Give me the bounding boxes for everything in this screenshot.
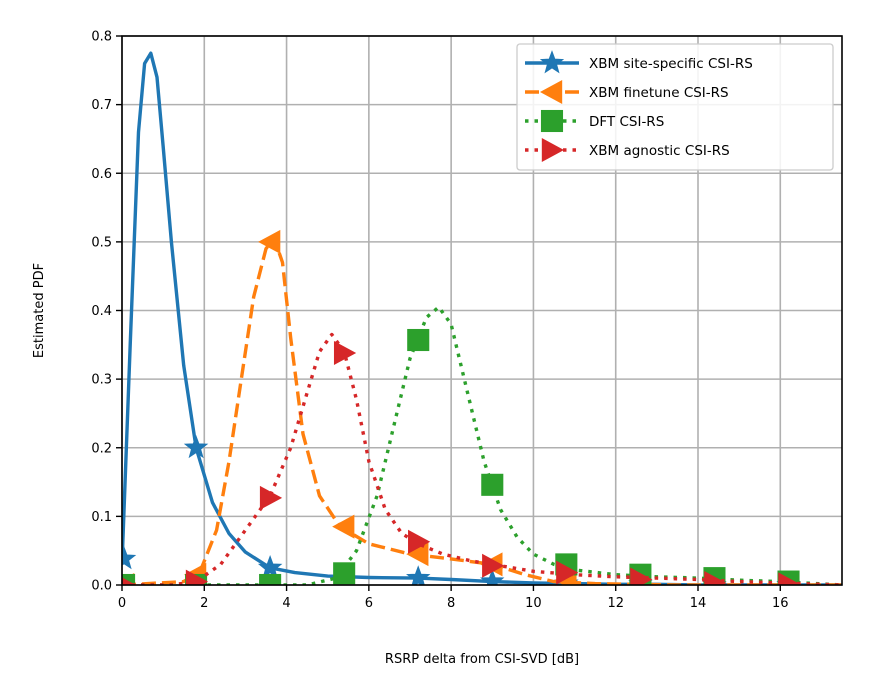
data-point [259, 573, 282, 585]
data-point [185, 569, 209, 585]
x-tick-label: 0 [118, 596, 126, 611]
x-tick-label: 4 [282, 596, 290, 611]
legend-item: DFT CSI-RS [525, 109, 664, 133]
legend-item: XBM site-specific CSI-RS [525, 50, 753, 74]
y-tick-label: 0.5 [91, 235, 112, 250]
legend-label: DFT CSI-RS [589, 114, 664, 130]
y-tick-label: 0.1 [91, 510, 112, 525]
data-point [630, 567, 653, 585]
x-tick-label: 10 [525, 596, 542, 611]
series-area [122, 51, 842, 585]
data-point [556, 560, 579, 585]
y-axis-label: Estimated PDF [32, 263, 47, 358]
series-line [122, 332, 842, 585]
y-tick-label: 0.6 [91, 167, 112, 182]
data-point [333, 341, 357, 366]
data-point [333, 562, 356, 585]
data-point [258, 229, 281, 254]
legend-label: XBM agnostic CSI-RS [589, 143, 730, 159]
data-point [482, 553, 505, 578]
data-point [481, 473, 504, 496]
data-point [778, 572, 801, 585]
axis-ticks: 0 2 4 6 8 10 12 14 16 0.0 0.1 0.2 0.3 0.4 0.5 0.6 0.7 0.8 [91, 30, 788, 612]
data-point [259, 485, 283, 510]
legend-box [516, 43, 834, 171]
x-tick-label: 14 [690, 596, 707, 611]
x-tick-label: 8 [447, 596, 455, 611]
data-point [122, 546, 137, 570]
y-tick-label: 0.2 [91, 441, 112, 456]
x-tick-label: 2 [200, 596, 208, 611]
data-point [332, 514, 355, 539]
legend-marker [539, 50, 565, 74]
series-line [122, 305, 842, 585]
data-point [122, 573, 136, 585]
legend-label: XBM site-specific CSI-RS [589, 56, 753, 72]
data-point [480, 568, 505, 585]
series-xbm-finetune-csi-rs [122, 229, 842, 585]
legend: XBM site-specific CSI-RS XBM finetune CSI… [516, 43, 834, 171]
series-xbm-agnostic-csi-rs [122, 332, 842, 585]
y-tick-label: 0.4 [91, 304, 112, 319]
x-tick-label: 6 [365, 596, 373, 611]
legend-marker [540, 80, 563, 104]
data-point [704, 570, 727, 585]
x-tick-label: 16 [772, 596, 789, 611]
data-point [183, 434, 209, 459]
data-point [406, 542, 429, 567]
data-point [408, 529, 431, 554]
legend-marker [540, 109, 564, 133]
y-tick-label: 0.3 [91, 373, 112, 388]
legend-label: XBM finetune CSI-RS [589, 85, 729, 101]
legend-item: XBM finetune CSI-RS [525, 80, 729, 104]
data-point [122, 577, 137, 585]
y-tick-label: 0.0 [91, 579, 112, 594]
x-axis-label: RSRP delta from CSI-SVD [dB] [385, 652, 579, 667]
data-point [407, 328, 430, 352]
legend-marker [541, 138, 564, 162]
data-point [406, 565, 431, 585]
data-point [257, 554, 283, 579]
legend-item: XBM agnostic CSI-RS [525, 138, 730, 162]
x-tick-label: 12 [607, 596, 624, 611]
y-tick-label: 0.8 [91, 30, 112, 45]
series-line [122, 236, 842, 585]
series-dft-csi-rs [122, 305, 842, 585]
y-tick-label: 0.7 [91, 98, 112, 113]
